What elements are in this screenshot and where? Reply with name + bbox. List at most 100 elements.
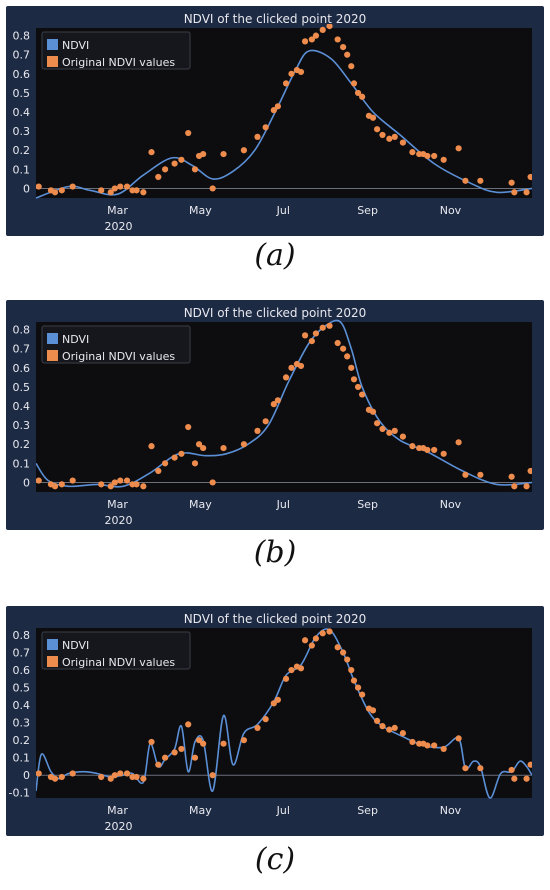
ndvi-point <box>155 173 162 181</box>
ndvi-chart-b: NDVI of the clicked point 2020 0 0.1 0.2 0.3… <box>13 306 532 527</box>
ndvi-point <box>399 730 407 737</box>
ndvi-point <box>200 740 207 747</box>
ndvi-point <box>133 481 140 488</box>
ndvi-point <box>274 696 281 703</box>
ndvi-point <box>117 183 124 190</box>
y-tick-label: 0.2 <box>13 438 31 451</box>
ndvi-point <box>288 364 295 371</box>
x-tick-label: May <box>189 804 212 817</box>
ndvi-point <box>319 324 326 331</box>
ndvi-point <box>359 691 366 698</box>
ndvi-point <box>523 483 530 490</box>
ndvi-point <box>379 425 386 433</box>
ndvi-point <box>359 93 366 100</box>
ndvi-point <box>354 684 362 691</box>
ndvi-point <box>111 479 118 486</box>
ndvi-chart-c: NDVI of the clicked point 2020 -0.1 0 0.1 0.… <box>9 612 532 833</box>
ndvi-point <box>326 628 333 635</box>
x-tick-label: Nov <box>440 204 462 217</box>
ndvi-point <box>117 477 124 484</box>
ndvi-point <box>312 330 320 337</box>
ndvi-point <box>348 666 355 674</box>
ndvi-point <box>148 738 155 746</box>
ndvi-point <box>424 742 431 749</box>
ndvi-point <box>354 383 362 391</box>
ndvi-point <box>195 441 203 448</box>
ndvi-point <box>424 152 431 160</box>
ndvi-point <box>523 189 530 196</box>
ndvi-point <box>282 675 290 682</box>
legend-label: Original NDVI values <box>62 350 175 363</box>
x-tick-label: Sep <box>357 804 378 817</box>
ndvi-chart-a: NDVI of the clicked point 2020 0 0.1 0.2 0.3… <box>13 12 532 233</box>
chart-panel-b: NDVI of the clicked point 2020 0 0.1 0.2 0.3… <box>6 300 544 530</box>
ndvi-point <box>171 454 178 461</box>
ndvi-point <box>288 70 295 77</box>
x-tick-label: May <box>189 498 212 511</box>
ndvi-point <box>254 724 261 731</box>
y-tick-label: 0 <box>23 476 30 489</box>
ndvi-point <box>431 152 438 160</box>
ndvi-point <box>511 483 518 490</box>
ndvi-point <box>262 716 269 723</box>
ndvi-point <box>350 80 358 87</box>
legend-box <box>41 325 191 364</box>
y-tick-label: 0.3 <box>13 419 31 432</box>
ndvi-point <box>69 477 76 484</box>
ndvi-point <box>301 332 309 339</box>
ndvi-point <box>133 773 140 781</box>
ndvi-point <box>373 420 381 427</box>
ndvi-point <box>386 135 393 142</box>
ndvi-point <box>171 160 178 167</box>
ndvi-point <box>373 126 381 133</box>
ndvi-point <box>185 423 192 431</box>
legend-line-swatch <box>47 639 58 650</box>
y-tick-label: 0.3 <box>13 717 31 730</box>
legend-label: NDVI <box>62 333 89 346</box>
legend-label: NDVI <box>62 39 89 52</box>
ndvi-point <box>209 479 216 486</box>
ndvi-point <box>274 103 281 110</box>
ndvi-point <box>58 773 65 781</box>
ndvi-point <box>98 187 105 194</box>
x-tick-label: Jul <box>276 498 290 511</box>
x-tick-label: Sep <box>357 498 378 511</box>
ndvi-point <box>386 726 393 733</box>
ndvi-point <box>508 766 515 774</box>
y-tick-label: 0.1 <box>13 457 31 470</box>
x-tick-label: Mar <box>107 204 128 217</box>
ndvi-point <box>354 89 362 97</box>
x-tick-label: Jul <box>276 204 290 217</box>
ndvi-point <box>455 145 462 152</box>
ndvi-point <box>359 391 366 398</box>
legend-line-swatch <box>47 333 58 344</box>
y-tick-label: 0.6 <box>13 68 31 81</box>
ndvi-point <box>369 707 377 714</box>
ndvi-point <box>462 765 469 772</box>
ndvi-point <box>508 473 515 480</box>
ndvi-point <box>148 149 155 156</box>
ndvi-point <box>270 401 277 408</box>
ndvi-point <box>107 189 114 196</box>
legend-line-swatch <box>47 39 58 50</box>
y-tick-label: 0.8 <box>13 30 31 43</box>
ndvi-point <box>431 446 438 454</box>
ndvi-point <box>117 770 124 777</box>
ndvi-point <box>334 36 341 43</box>
ndvi-point <box>399 139 407 146</box>
ndvi-point <box>440 450 447 457</box>
ndvi-point <box>391 133 398 140</box>
ndvi-point <box>209 772 216 779</box>
ndvi-point <box>340 44 347 51</box>
ndvi-point <box>391 724 398 731</box>
caption-c: (c) <box>254 842 296 877</box>
ndvi-point <box>209 185 216 192</box>
ndvi-point <box>51 483 59 490</box>
ndvi-point <box>308 642 315 649</box>
ndvi-point <box>477 765 484 772</box>
legend-point-swatch <box>47 656 58 667</box>
y-tick-label: 0.7 <box>13 49 31 62</box>
ndvi-point <box>462 177 469 184</box>
ndvi-point <box>155 761 162 768</box>
y-tick-label: 0.6 <box>13 362 31 375</box>
